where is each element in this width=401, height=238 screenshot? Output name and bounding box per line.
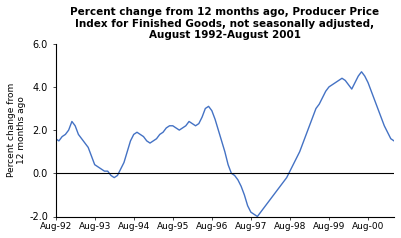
Y-axis label: Percent change from
12 months ago: Percent change from 12 months ago — [7, 83, 26, 177]
Title: Percent change from 12 months ago, Producer Price
Index for Finished Goods, not : Percent change from 12 months ago, Produ… — [70, 7, 379, 40]
